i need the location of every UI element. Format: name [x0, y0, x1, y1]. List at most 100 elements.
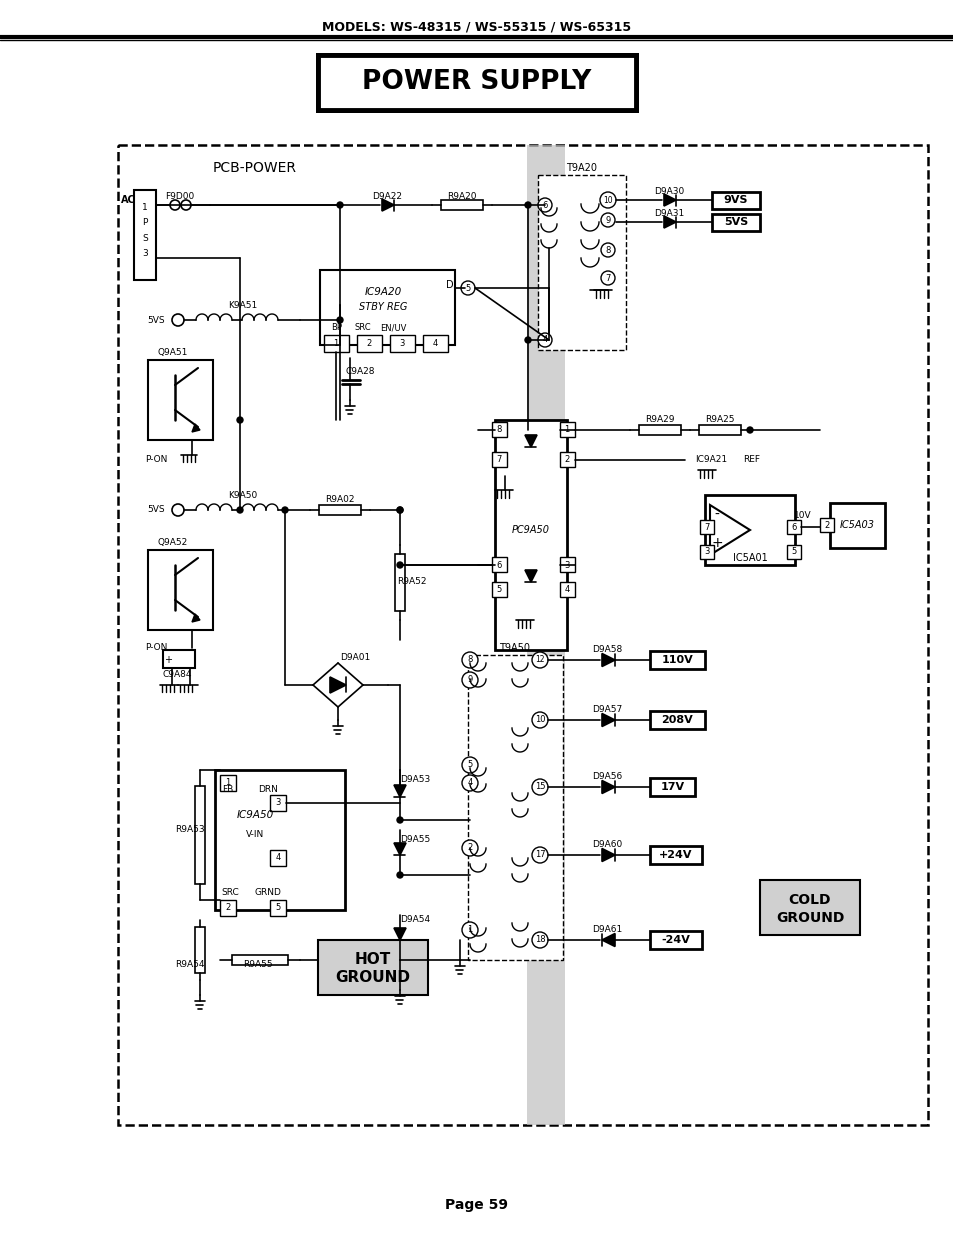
Text: 5VS: 5VS	[723, 217, 747, 227]
Text: +: +	[710, 536, 722, 550]
Text: 7: 7	[604, 273, 610, 283]
Bar	[118, 144, 927, 1125]
Bar	[820, 517, 833, 532]
Text: MODELS: WS-48315 / WS-55315 / WS-65315: MODELS: WS-48315 / WS-55315 / WS-65315	[322, 21, 631, 33]
Text: GRND: GRND	[254, 888, 281, 898]
Text: P-ON: P-ON	[145, 643, 167, 652]
Text: SRC: SRC	[355, 324, 371, 332]
Polygon shape	[394, 844, 406, 855]
Text: 2: 2	[366, 338, 372, 347]
Bar	[786, 520, 801, 534]
Text: 9VS: 9VS	[723, 195, 747, 205]
Bar	[700, 520, 713, 534]
Text: 17V: 17V	[659, 782, 684, 792]
Text: 10: 10	[535, 715, 545, 725]
Bar	[649, 778, 695, 797]
Circle shape	[461, 776, 477, 790]
Bar	[537, 175, 625, 350]
Bar	[492, 582, 506, 597]
Bar	[786, 545, 801, 559]
Bar	[220, 900, 235, 916]
Text: R9A53: R9A53	[175, 825, 205, 835]
Text: 6: 6	[541, 200, 547, 210]
Text: C9A84: C9A84	[163, 671, 193, 679]
Text: D9A31: D9A31	[653, 209, 683, 217]
Text: 2: 2	[225, 904, 231, 913]
Text: 5: 5	[275, 904, 280, 913]
Polygon shape	[601, 848, 615, 862]
Text: 110V: 110V	[661, 655, 693, 664]
Circle shape	[336, 317, 343, 324]
Text: R9A02: R9A02	[325, 495, 355, 505]
Text: 1: 1	[564, 426, 569, 435]
Bar	[163, 650, 194, 668]
Text: 208V: 208V	[661, 715, 693, 725]
Text: Q9A51: Q9A51	[158, 347, 188, 357]
Circle shape	[236, 417, 243, 424]
Text: 2: 2	[467, 844, 472, 852]
Bar	[526, 144, 564, 1125]
Bar	[270, 795, 286, 811]
Bar	[148, 359, 213, 440]
Text: 9: 9	[467, 676, 472, 684]
Text: F9D00: F9D00	[165, 191, 194, 200]
Text: D9A54: D9A54	[399, 915, 430, 925]
Bar	[324, 335, 349, 352]
Text: 4: 4	[542, 336, 547, 345]
Bar	[639, 425, 680, 435]
Text: GROUND: GROUND	[775, 911, 843, 925]
Bar	[559, 422, 575, 437]
Text: D9A22: D9A22	[372, 191, 401, 200]
Circle shape	[282, 508, 288, 513]
Text: 3: 3	[703, 547, 709, 557]
Polygon shape	[192, 614, 200, 622]
Text: S: S	[142, 233, 148, 242]
Text: V-IN: V-IN	[246, 830, 264, 840]
Bar	[194, 927, 205, 973]
Bar	[133, 190, 156, 280]
Circle shape	[532, 847, 547, 863]
Bar	[649, 651, 704, 669]
Circle shape	[461, 672, 477, 688]
Text: 1: 1	[467, 925, 472, 935]
Text: 5VS: 5VS	[147, 315, 165, 325]
Circle shape	[599, 191, 616, 207]
Text: 1: 1	[333, 338, 338, 347]
Bar	[317, 56, 636, 110]
Bar	[214, 769, 345, 910]
Circle shape	[600, 270, 615, 285]
Circle shape	[172, 314, 184, 326]
Text: R9A29: R9A29	[644, 415, 674, 425]
Circle shape	[336, 303, 343, 308]
Text: D9A60: D9A60	[591, 841, 621, 850]
Text: AC: AC	[120, 195, 135, 205]
Text: 5: 5	[465, 284, 470, 293]
Polygon shape	[663, 194, 676, 206]
Text: D9A55: D9A55	[399, 836, 430, 845]
Text: R9A20: R9A20	[447, 191, 476, 200]
Polygon shape	[394, 785, 406, 797]
Polygon shape	[663, 216, 676, 228]
Text: 9: 9	[605, 215, 610, 225]
Circle shape	[524, 337, 531, 343]
Polygon shape	[601, 714, 615, 726]
Text: 18: 18	[534, 935, 545, 945]
Circle shape	[461, 923, 477, 939]
Text: PCB-POWER: PCB-POWER	[213, 161, 296, 175]
Circle shape	[461, 652, 477, 668]
Text: 3: 3	[142, 248, 148, 258]
Text: IC9A21: IC9A21	[695, 456, 726, 464]
Bar	[559, 452, 575, 467]
Bar	[317, 56, 636, 110]
Text: 3: 3	[399, 338, 404, 347]
Text: 1: 1	[142, 203, 148, 211]
Text: -: -	[714, 508, 719, 522]
Bar	[704, 495, 794, 564]
Bar	[220, 776, 235, 790]
Text: IC9A20: IC9A20	[364, 287, 401, 296]
Text: D9A01: D9A01	[339, 653, 370, 662]
Bar	[711, 214, 760, 231]
Text: 4: 4	[275, 853, 280, 862]
Text: 8: 8	[467, 656, 472, 664]
Bar	[699, 425, 740, 435]
